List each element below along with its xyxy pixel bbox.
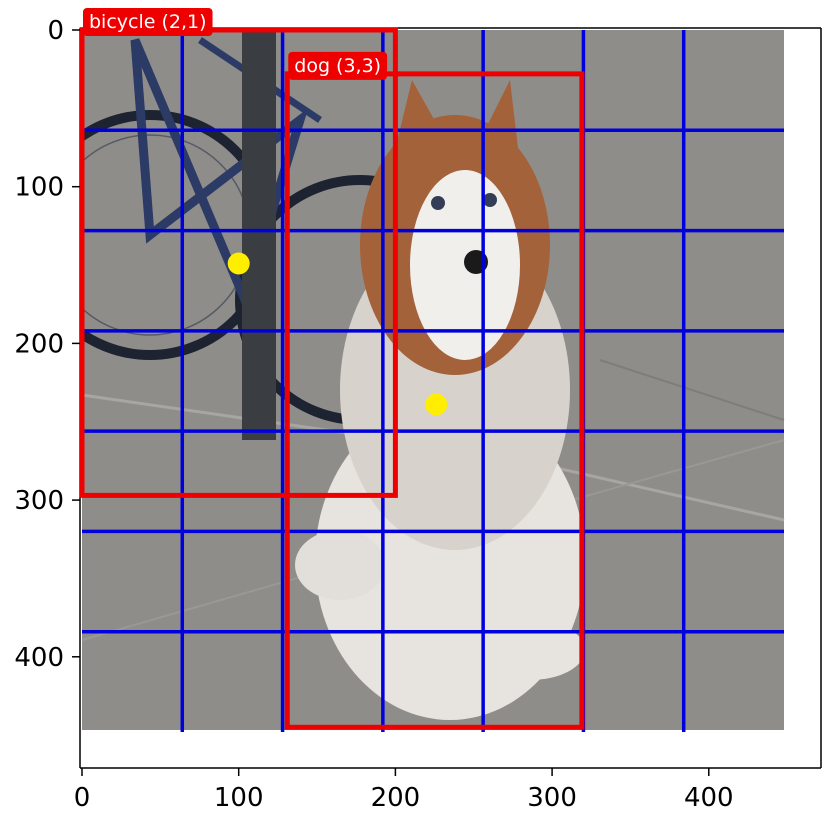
x-tick-label: 200 bbox=[371, 783, 421, 813]
y-tick-label: 300 bbox=[14, 486, 64, 516]
x-tick-label: 400 bbox=[684, 783, 734, 813]
x-axis-ticks: 0 100 200 300 400 bbox=[74, 768, 734, 813]
x-tick-label: 100 bbox=[214, 783, 264, 813]
y-tick-label: 0 bbox=[47, 16, 64, 46]
bounding-box: dog (3,3) bbox=[284, 51, 585, 730]
x-tick-label: 300 bbox=[527, 783, 577, 813]
y-tick-label: 100 bbox=[14, 173, 64, 203]
y-axis-ticks: 0 100 200 300 400 bbox=[14, 16, 80, 673]
bounding-boxes: bicycle (2,1) dog (3,3) bbox=[79, 8, 585, 730]
box-label: dog (3,3) bbox=[294, 55, 381, 77]
center-points bbox=[227, 252, 448, 416]
box-label-background bbox=[83, 8, 213, 36]
box-label: bicycle (2,1) bbox=[89, 11, 207, 33]
box-label-background bbox=[288, 51, 388, 80]
y-tick-label: 200 bbox=[14, 329, 64, 359]
box-rect bbox=[79, 27, 398, 498]
box-rect bbox=[284, 71, 585, 730]
center-point bbox=[425, 393, 448, 416]
photo-background bbox=[80, 30, 785, 730]
center-point bbox=[227, 252, 250, 275]
bounding-box: bicycle (2,1) bbox=[79, 8, 398, 498]
y-tick-label: 400 bbox=[14, 643, 64, 673]
x-tick-label: 0 bbox=[74, 783, 91, 813]
